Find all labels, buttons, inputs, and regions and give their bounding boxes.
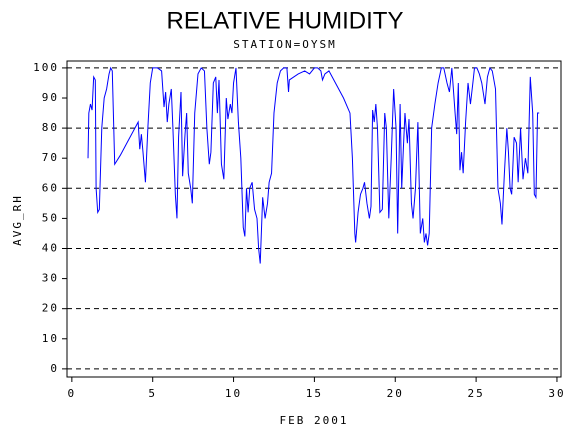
x-tick-label: 10 [225,387,242,400]
y-tick-label: 0 [50,362,59,375]
x-tick-label: 25 [467,387,484,400]
y-tick-label: 10 [42,332,59,345]
x-axis-label: FEB 2001 [280,414,349,427]
x-tick-label: 30 [548,387,565,400]
y-tick-label: 30 [42,272,59,285]
y-tick-label: 50 [42,211,59,224]
plot-frame [66,60,562,378]
x-tick-label: 0 [68,387,77,400]
y-tick-label: 20 [42,302,59,315]
chart-title: RELATIVE HUMIDITY [167,7,404,34]
x-tick-label: 15 [306,387,323,400]
x-tick-label: 5 [148,387,157,400]
data-line [87,66,540,264]
y-tick-label: 40 [42,241,59,254]
y-tick-label: 60 [42,181,59,194]
y-tick-label: 80 [42,121,59,134]
y-tick-label: 100 [33,61,59,74]
y-tick-label: 90 [42,91,59,104]
x-tick-label: 20 [387,387,404,400]
y-axis-label: AVG_RH [11,194,24,246]
chart-subtitle: STATION=OYSM [233,38,336,51]
y-tick-label: 70 [42,151,59,164]
